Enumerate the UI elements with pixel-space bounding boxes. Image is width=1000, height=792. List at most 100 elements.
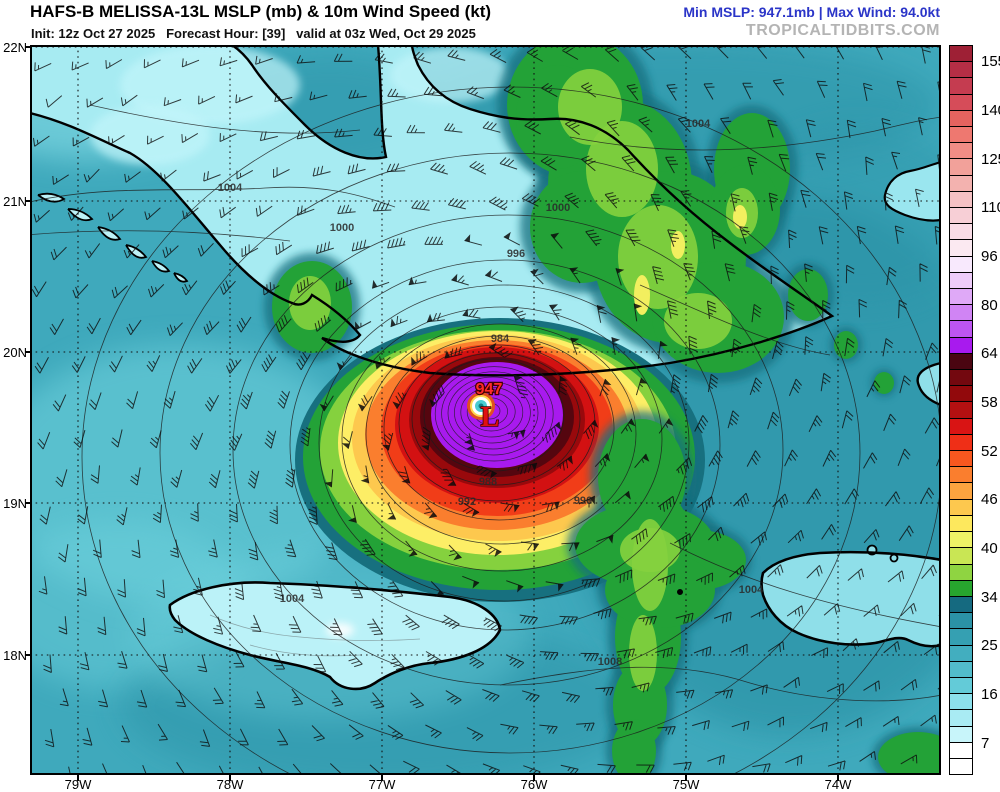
colorbar-cell: [950, 742, 972, 759]
colorbar-cell: [950, 256, 972, 273]
colorbar-cell: [950, 94, 972, 111]
isobar-line: [669, 542, 941, 628]
min-mslp-max-wind-stats: Min MSLP: 947.1mb | Max Wind: 94.0kt: [683, 4, 940, 20]
colorbar-cell: [950, 629, 972, 646]
lon-axis-label: 77W: [368, 777, 396, 792]
colorbar-cell: [950, 710, 972, 727]
colorbar-label: 140: [981, 101, 1000, 119]
great-inagua-coastline: [883, 160, 941, 222]
wind-speed-colorbar: [949, 45, 973, 775]
wind-swath-light-green: [620, 528, 680, 572]
isobar-line: [30, 186, 396, 208]
colorbar-cell: [950, 110, 972, 128]
lat-axis-tick: [25, 351, 31, 353]
page-title: HAFS-B MELISSA-13L MSLP (mb) & 10m Wind …: [30, 2, 492, 21]
colorbar-cell: [950, 661, 972, 678]
cayemites-coastline: [866, 544, 878, 556]
lon-axis-tick: [685, 775, 687, 781]
colorbar-cell: [950, 596, 972, 614]
isobar-value-label: 1004: [686, 118, 711, 130]
lat-axis-label: 21N: [3, 194, 27, 209]
isobar-line: [499, 666, 941, 702]
colorbar-cell: [950, 386, 972, 403]
colorbar-cell: [950, 499, 972, 516]
lon-axis-tick: [533, 775, 535, 781]
cuba-interior-light: [90, 105, 210, 165]
jamaica-coastline: [168, 581, 502, 691]
colorbar-label: 7: [981, 734, 990, 752]
isobar-value-label: 996: [574, 495, 592, 507]
colorbar-cell: [950, 758, 972, 775]
isobar-line: [89, 104, 361, 134]
tropicaltidbits-watermark: TROPICALTIDBITS.COM: [745, 22, 940, 39]
wind-barb-layer: [31, 45, 941, 775]
isobar-line: [639, 284, 831, 356]
colorbar-cell: [950, 434, 972, 452]
lat-axis-label: 19N: [3, 496, 27, 511]
colorbar-cell: [950, 272, 972, 290]
colorbar-cell: [950, 402, 972, 419]
isobar-value-label: 1004: [739, 584, 764, 596]
colorbar-cell: [950, 224, 972, 241]
lat-axis-tick: [25, 654, 31, 656]
lat-axis-label: 22N: [3, 40, 27, 55]
eye-core: [478, 403, 484, 409]
colorbar-cell: [950, 289, 972, 306]
wind-swath-green: [874, 372, 894, 394]
colorbar-cell: [950, 191, 972, 209]
colorbar-cell: [950, 483, 972, 500]
wind-swath-light-green: [618, 205, 698, 309]
lon-axis-label: 75W: [672, 777, 700, 792]
isobar-value-label: 996: [507, 248, 525, 260]
cuba-keys-islet: [97, 226, 122, 241]
colorbar-label: 125: [981, 150, 1000, 168]
colorbar-cell: [950, 78, 972, 95]
lat-axis-label: 18N: [3, 648, 27, 663]
isobar-value-label: 1004: [280, 593, 305, 605]
isobar-ring: [232, 214, 784, 686]
colorbar-label: 52: [981, 442, 998, 460]
colorbar-cell: [950, 159, 972, 176]
colorbar-label: 80: [981, 296, 998, 314]
lon-axis-tick: [77, 775, 79, 781]
isobar-ring: [81, 86, 941, 775]
isobar-ring: [289, 259, 721, 631]
storm-center-layer: 947 L: [467, 380, 504, 434]
great-inagua-island: [884, 162, 941, 221]
wind-speed-ring: [431, 362, 563, 468]
wind-swath-light-green: [629, 615, 657, 691]
isobar-ring: [341, 306, 663, 572]
cuba-coastline: [30, 45, 835, 377]
coastline-layer: [30, 45, 941, 691]
cuba-keys-islet: [151, 260, 171, 273]
map-canvas[interactable]: 1004 1000 1000 1004 996 984 988 992 996 1004 1004 1…: [30, 45, 941, 775]
isobar-value-label: 984: [491, 333, 510, 345]
colorbar-cell: [950, 175, 972, 192]
wind-swath-light-green: [664, 293, 732, 349]
isobar-ring: [454, 381, 531, 444]
lon-axis-tick: [229, 775, 231, 781]
colorbar-cell: [950, 532, 972, 549]
colorbar-label: 64: [981, 345, 998, 363]
storm-low-symbol: L: [481, 402, 500, 433]
storm-pressure-label: 947: [476, 381, 503, 398]
colorbar-cell: [950, 613, 972, 630]
isobar-ring: [434, 366, 554, 462]
wind-swath-green: [612, 719, 656, 775]
colorbar-cell: [950, 564, 972, 581]
isobar-value-label: 1000: [546, 202, 570, 214]
colorbar-cell: [950, 418, 972, 435]
lon-axis-tick: [381, 775, 383, 781]
colorbar-cell: [950, 353, 972, 371]
lon-axis-label: 74W: [824, 777, 852, 792]
jamaica-contour: [249, 644, 361, 657]
isobar-value-label: 1000: [330, 222, 354, 234]
jamaica-contour: [209, 614, 421, 641]
wind-swath-yellow-spot: [634, 275, 650, 315]
navassa-island: [677, 589, 683, 595]
isobar-ring: [365, 323, 637, 545]
init-forecast-subtitle: Init: 12z Oct 27 2025 Forecast Hour: [39…: [31, 26, 476, 41]
isobar-value-label: 988: [479, 476, 497, 488]
